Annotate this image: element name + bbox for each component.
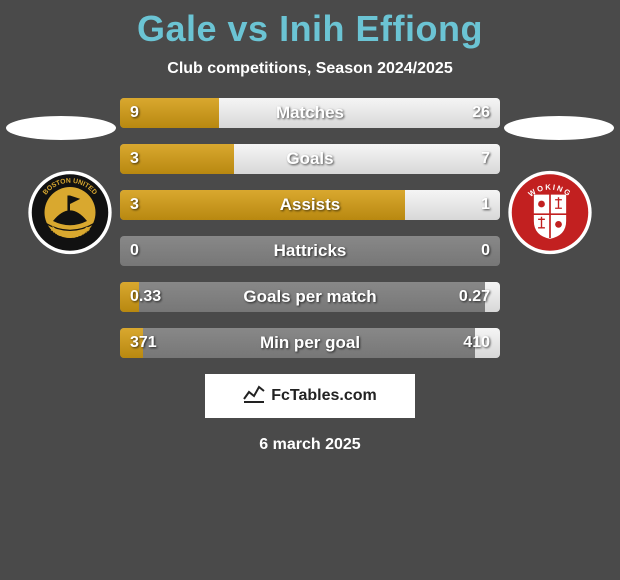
stat-row: Min per goal371 410 bbox=[120, 328, 500, 358]
chart-icon bbox=[243, 385, 265, 408]
bar-value-right: 0.27 bbox=[449, 282, 500, 312]
stat-row: Matches9 26 bbox=[120, 98, 500, 128]
right-club-crest: WOKING bbox=[500, 170, 600, 255]
bar-value-right: 7 bbox=[471, 144, 500, 174]
footer-date: 6 march 2025 bbox=[0, 436, 620, 454]
bar-value-left: 0.33 bbox=[120, 282, 171, 312]
site-badge: FcTables.com bbox=[205, 374, 415, 418]
bar-label: Hattricks bbox=[120, 236, 500, 266]
left-player-ellipse bbox=[6, 116, 116, 140]
bar-value-right: 26 bbox=[462, 98, 500, 128]
bar-value-left: 371 bbox=[120, 328, 167, 358]
page-title: Gale vs Inih Effiong bbox=[0, 0, 620, 50]
bar-value-right: 0 bbox=[471, 236, 500, 266]
stat-row: Goals3 7 bbox=[120, 144, 500, 174]
stat-row: Hattricks0 0 bbox=[120, 236, 500, 266]
bar-value-right: 1 bbox=[471, 190, 500, 220]
subtitle: Club competitions, Season 2024/2025 bbox=[0, 60, 620, 78]
stat-row: Assists3 1 bbox=[120, 190, 500, 220]
stat-bars: Matches926Goals37Assists31Hattricks00Goa… bbox=[120, 98, 500, 358]
right-player-ellipse bbox=[504, 116, 614, 140]
bar-value-right: 410 bbox=[453, 328, 500, 358]
comparison-area: BOSTON UNITED THE PILGRIMS WOKING Matche… bbox=[0, 98, 620, 454]
bar-value-left: 3 bbox=[120, 190, 149, 220]
bar-value-left: 0 bbox=[120, 236, 149, 266]
bar-label: Goals per match bbox=[120, 282, 500, 312]
bar-value-left: 9 bbox=[120, 98, 149, 128]
bar-value-left: 3 bbox=[120, 144, 149, 174]
site-name: FcTables.com bbox=[271, 387, 377, 405]
left-club-crest: BOSTON UNITED THE PILGRIMS bbox=[20, 170, 120, 255]
bar-label: Min per goal bbox=[120, 328, 500, 358]
stat-row: Goals per match0.33 0.27 bbox=[120, 282, 500, 312]
bar-label: Assists bbox=[120, 190, 500, 220]
bar-label: Matches bbox=[120, 98, 500, 128]
bar-label: Goals bbox=[120, 144, 500, 174]
